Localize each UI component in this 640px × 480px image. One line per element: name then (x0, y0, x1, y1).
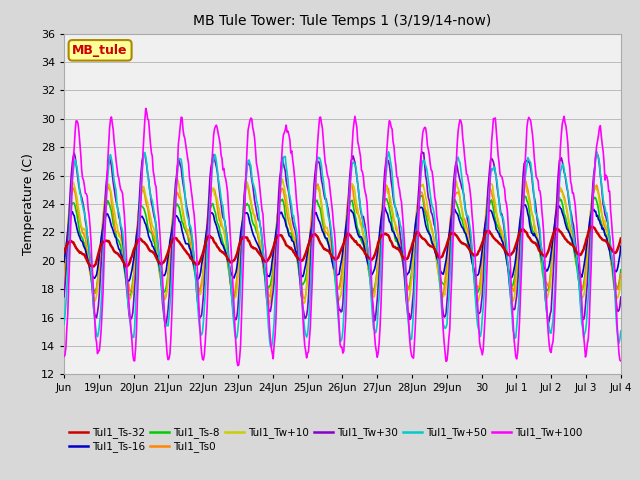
Tul1_Ts0 (480, 231, 488, 237)
Tul1_Tw+10 (314, 186, 322, 192)
Tul1_Tw+50 (433, 239, 440, 244)
Tul1_Tw+50 (593, 149, 600, 155)
Tul1_Ts-8 (230, 295, 238, 300)
Tul1_Tw+30 (418, 149, 426, 155)
Tul1_Tw+100 (142, 106, 150, 111)
Tul1_Ts-16 (313, 212, 321, 218)
Tul1_Ts-8 (204, 225, 211, 231)
Tul1_Tw+50 (268, 344, 275, 350)
Tul1_Tw+100 (234, 363, 242, 369)
Tul1_Tw+50 (617, 328, 625, 334)
Tul1_Tw+100 (434, 220, 442, 226)
Tul1_Tw+100 (617, 358, 625, 364)
Tul1_Ts-32 (389, 243, 397, 249)
Tul1_Tw+30 (313, 157, 321, 163)
Tul1_Tw+30 (204, 206, 212, 212)
Tul1_Ts-32 (122, 264, 130, 270)
Text: MB_tule: MB_tule (72, 44, 128, 57)
Line: Tul1_Ts0: Tul1_Ts0 (64, 180, 621, 300)
Tul1_Ts-32 (617, 236, 625, 241)
Tul1_Tw+50 (159, 294, 166, 300)
Line: Tul1_Ts-8: Tul1_Ts-8 (64, 195, 621, 298)
Tul1_Ts-16 (480, 228, 488, 234)
Tul1_Ts0 (313, 182, 321, 188)
Tul1_Tw+50 (389, 184, 397, 190)
Tul1_Ts-16 (60, 259, 68, 265)
Tul1_Ts-16 (159, 273, 167, 278)
Tul1_Ts-16 (204, 219, 212, 225)
Tul1_Tw+30 (617, 294, 625, 300)
Tul1_Tw+100 (204, 278, 212, 284)
Tul1_Ts-32 (204, 234, 212, 240)
Line: Tul1_Ts-16: Tul1_Ts-16 (64, 205, 621, 281)
Tul1_Ts-16 (389, 228, 397, 234)
Tul1_Tw+30 (159, 300, 166, 306)
Tul1_Tw+30 (434, 251, 442, 257)
Line: Tul1_Tw+50: Tul1_Tw+50 (64, 152, 621, 347)
Tul1_Ts-32 (159, 260, 167, 265)
Tul1_Ts-16 (124, 278, 132, 284)
Tul1_Ts-8 (60, 275, 68, 280)
Tul1_Ts0 (433, 259, 440, 265)
Tul1_Tw+10 (173, 176, 181, 181)
Tul1_Tw+10 (60, 283, 68, 289)
Tul1_Ts-32 (588, 224, 596, 229)
Tul1_Ts-16 (617, 243, 625, 249)
Legend: Tul1_Ts-32, Tul1_Ts-16, Tul1_Ts-8, Tul1_Ts0, Tul1_Tw+10, Tul1_Tw+30, Tul1_Tw+50,: Tul1_Ts-32, Tul1_Ts-16, Tul1_Ts-8, Tul1_… (69, 427, 582, 452)
Tul1_Ts0 (617, 271, 625, 277)
Tul1_Tw+100 (481, 314, 489, 320)
Tul1_Tw+100 (60, 353, 68, 359)
Line: Tul1_Tw+100: Tul1_Tw+100 (64, 108, 621, 366)
Line: Tul1_Ts-32: Tul1_Ts-32 (64, 227, 621, 267)
Y-axis label: Temperature (C): Temperature (C) (22, 153, 35, 255)
Tul1_Ts-16 (433, 254, 440, 260)
Line: Tul1_Tw+30: Tul1_Tw+30 (64, 152, 621, 327)
Tul1_Ts-8 (434, 262, 442, 268)
Tul1_Ts0 (521, 177, 529, 182)
Tul1_Tw+10 (617, 277, 625, 283)
Tul1_Tw+30 (481, 240, 489, 246)
Tul1_Tw+10 (159, 288, 166, 294)
Tul1_Ts-32 (313, 233, 321, 239)
Tul1_Tw+30 (60, 294, 68, 300)
Line: Tul1_Tw+10: Tul1_Tw+10 (64, 179, 621, 304)
Tul1_Ts-32 (60, 250, 68, 255)
Tul1_Tw+10 (204, 211, 212, 217)
Tul1_Tw+100 (159, 294, 167, 300)
Tul1_Ts-8 (617, 267, 625, 273)
Tul1_Ts-32 (480, 234, 488, 240)
Tul1_Ts-8 (389, 226, 397, 232)
Tul1_Tw+30 (389, 193, 397, 199)
Tul1_Tw+30 (161, 324, 169, 330)
Tul1_Tw+100 (314, 138, 322, 144)
Tul1_Ts-8 (418, 192, 426, 198)
Tul1_Tw+50 (313, 165, 321, 171)
Tul1_Tw+50 (60, 321, 68, 327)
Tul1_Ts-8 (159, 286, 166, 291)
Tul1_Tw+10 (390, 216, 398, 222)
Tul1_Ts0 (161, 297, 168, 302)
Tul1_Ts-32 (433, 251, 440, 256)
Tul1_Ts0 (204, 210, 212, 216)
Tul1_Ts-16 (521, 202, 529, 208)
Tul1_Tw+10 (434, 266, 442, 272)
Tul1_Tw+50 (204, 255, 211, 261)
Tul1_Ts-8 (481, 227, 489, 233)
Tul1_Ts0 (60, 265, 68, 271)
Tul1_Tw+10 (481, 228, 489, 233)
Tul1_Tw+10 (266, 301, 273, 307)
Tul1_Ts0 (159, 291, 166, 297)
Title: MB Tule Tower: Tule Temps 1 (3/19/14-now): MB Tule Tower: Tule Temps 1 (3/19/14-now… (193, 14, 492, 28)
Tul1_Ts0 (389, 216, 397, 222)
Tul1_Tw+100 (390, 144, 398, 149)
Tul1_Ts-8 (313, 197, 321, 203)
Tul1_Tw+50 (480, 289, 488, 295)
